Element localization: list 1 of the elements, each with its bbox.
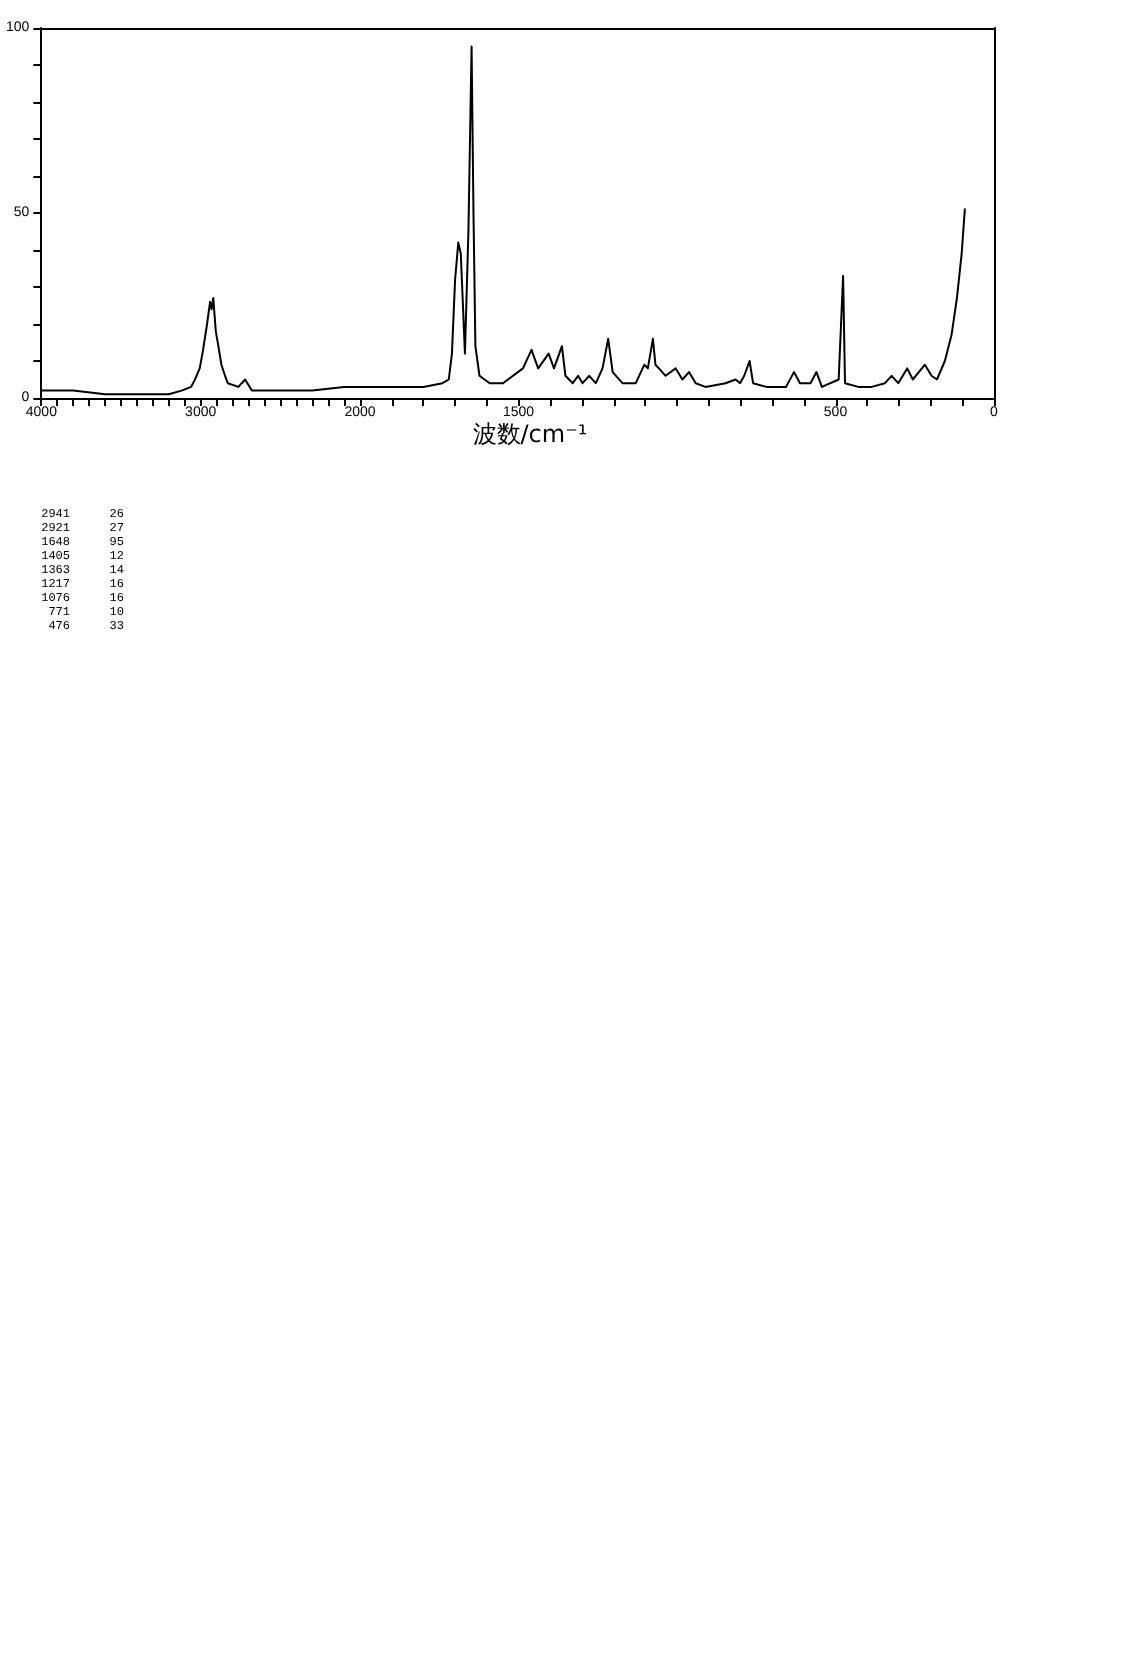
x-axis-title: 波数/cm⁻¹ — [472, 420, 588, 448]
